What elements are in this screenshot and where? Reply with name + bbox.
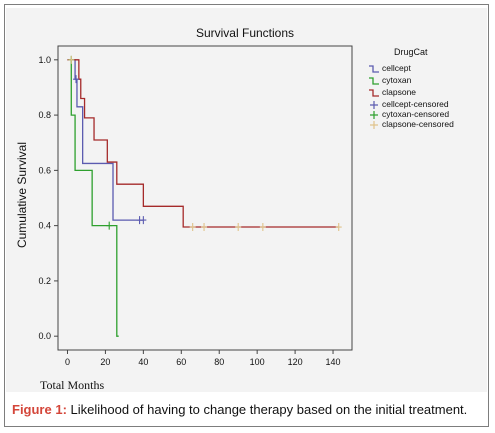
- censor-mark-clapsone-censored: [189, 223, 196, 232]
- legend-label-clapsone-censored: clapsone-censored: [382, 119, 454, 129]
- legend-label-cellcept-censored: cellcept-censored: [382, 99, 449, 109]
- legend-item-cytoxan: cytoxan: [368, 75, 411, 86]
- legend-label-clapsone: clapsone: [382, 87, 417, 97]
- y-tick-label: 1.0: [38, 55, 51, 65]
- censor-mark-clapsone-censored: [335, 223, 342, 232]
- legend-label-cytoxan-censored: cytoxan-censored: [382, 109, 450, 119]
- series-line-cellcept: [67, 59, 144, 221]
- x-axis-label: Total Months: [40, 378, 105, 392]
- censor-mark-clapsone-censored: [259, 223, 266, 232]
- x-tick-label: 40: [138, 357, 148, 367]
- legend-item-cytoxan-censored: cytoxan-censored: [368, 109, 449, 120]
- censor-mark-cytoxan-censored: [106, 221, 113, 230]
- legend-swatch-clapsone: [369, 89, 379, 97]
- legend-swatch-cytoxan-censored: [370, 110, 378, 119]
- y-tick-label: 0.6: [38, 165, 51, 175]
- legend-title: DrugCat: [394, 47, 428, 57]
- legend-item-cellcept-censored: cellcept-censored: [368, 99, 449, 110]
- legend-label-cellcept: cellcept: [382, 63, 411, 73]
- x-tick-label: 100: [250, 357, 265, 367]
- series-line-cytoxan: [67, 59, 119, 337]
- y-tick-label: 0.8: [38, 110, 51, 120]
- figure-caption: Figure 1: Likelihood of having to change…: [12, 402, 492, 417]
- legend-label-cytoxan: cytoxan: [382, 75, 412, 85]
- figure-frame: [4, 4, 489, 427]
- chart-title: Survival Functions: [195, 26, 295, 40]
- plot-area: [57, 45, 353, 351]
- legend-item-cellcept: cellcept: [368, 63, 411, 74]
- x-tick-label: 20: [100, 357, 110, 367]
- y-tick-label: 0.2: [38, 276, 51, 286]
- legend-swatch-cellcept-censored: [370, 100, 378, 109]
- series-line-clapsone: [67, 59, 339, 228]
- x-tick-label: 0: [65, 357, 70, 367]
- censor-mark-clapsone-censored: [235, 223, 242, 232]
- caption-text: Likelihood of having to change therapy b…: [66, 402, 468, 417]
- legend-item-clapsone-censored: clapsone-censored: [368, 119, 454, 130]
- legend-swatch-cytoxan: [369, 77, 379, 85]
- legend-swatch-cellcept: [369, 65, 379, 73]
- x-tick-label: 80: [214, 357, 224, 367]
- legend-item-clapsone: clapsone: [368, 87, 416, 98]
- y-tick-label: 0.0: [38, 331, 51, 341]
- x-tick-label: 140: [326, 357, 341, 367]
- legend-swatch-clapsone-censored: [370, 120, 378, 129]
- censor-mark-cellcept-censored: [140, 216, 147, 225]
- censor-mark-clapsone-censored: [68, 55, 75, 64]
- censor-mark-cellcept-censored: [73, 75, 80, 84]
- y-tick-label: 0.4: [38, 221, 51, 231]
- x-tick-label: 120: [288, 357, 303, 367]
- x-tick-label: 60: [176, 357, 186, 367]
- censor-mark-clapsone-censored: [201, 223, 208, 232]
- caption-label: Figure 1:: [12, 402, 67, 417]
